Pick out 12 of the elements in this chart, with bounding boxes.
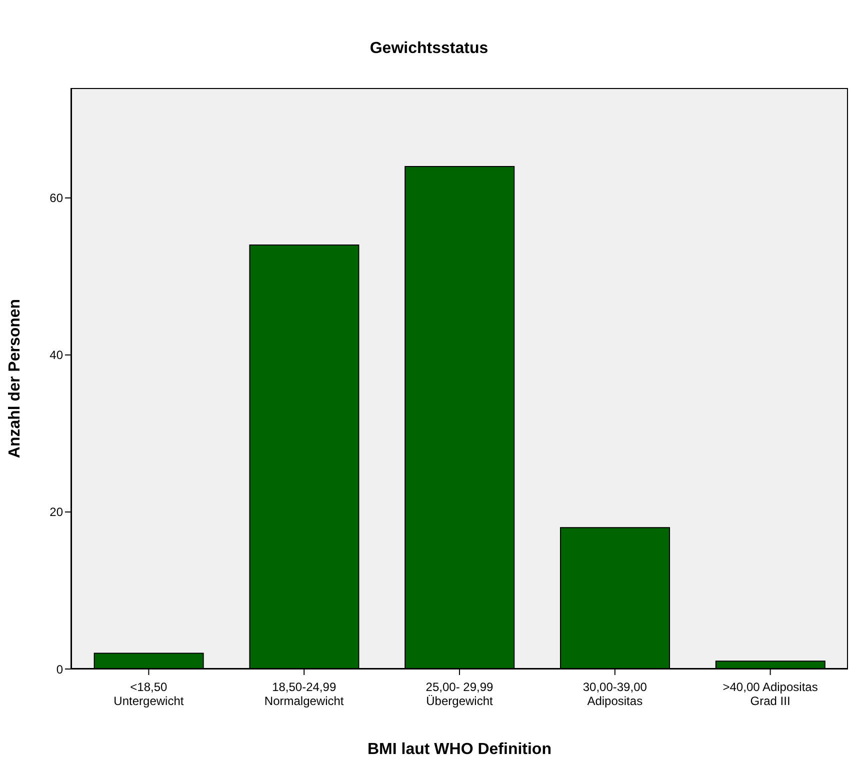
chart-title: Gewichtsstatus	[368, 40, 490, 58]
y-tick-label: 60	[50, 191, 64, 206]
y-tick-label: 0	[56, 662, 64, 676]
y-tick-label: 40	[50, 348, 64, 362]
x-axis-title: BMI laut WHO Definition	[368, 741, 552, 758]
x-tick-label: 18,50-24,99 Normalgewicht	[264, 680, 344, 708]
y-tick-label: 20	[50, 505, 64, 520]
x-tick-label: <18,50 Untergewicht	[114, 680, 184, 708]
x-tick-label: 25,00- 29,99 Übergewicht	[426, 680, 494, 708]
x-tick-label: 30,00-39,00 Adipositas	[582, 680, 648, 708]
y-axis-title: Anzahl der Personen	[6, 298, 24, 458]
x-tick-label: >40,00 Adipositas Grad III	[722, 680, 818, 708]
